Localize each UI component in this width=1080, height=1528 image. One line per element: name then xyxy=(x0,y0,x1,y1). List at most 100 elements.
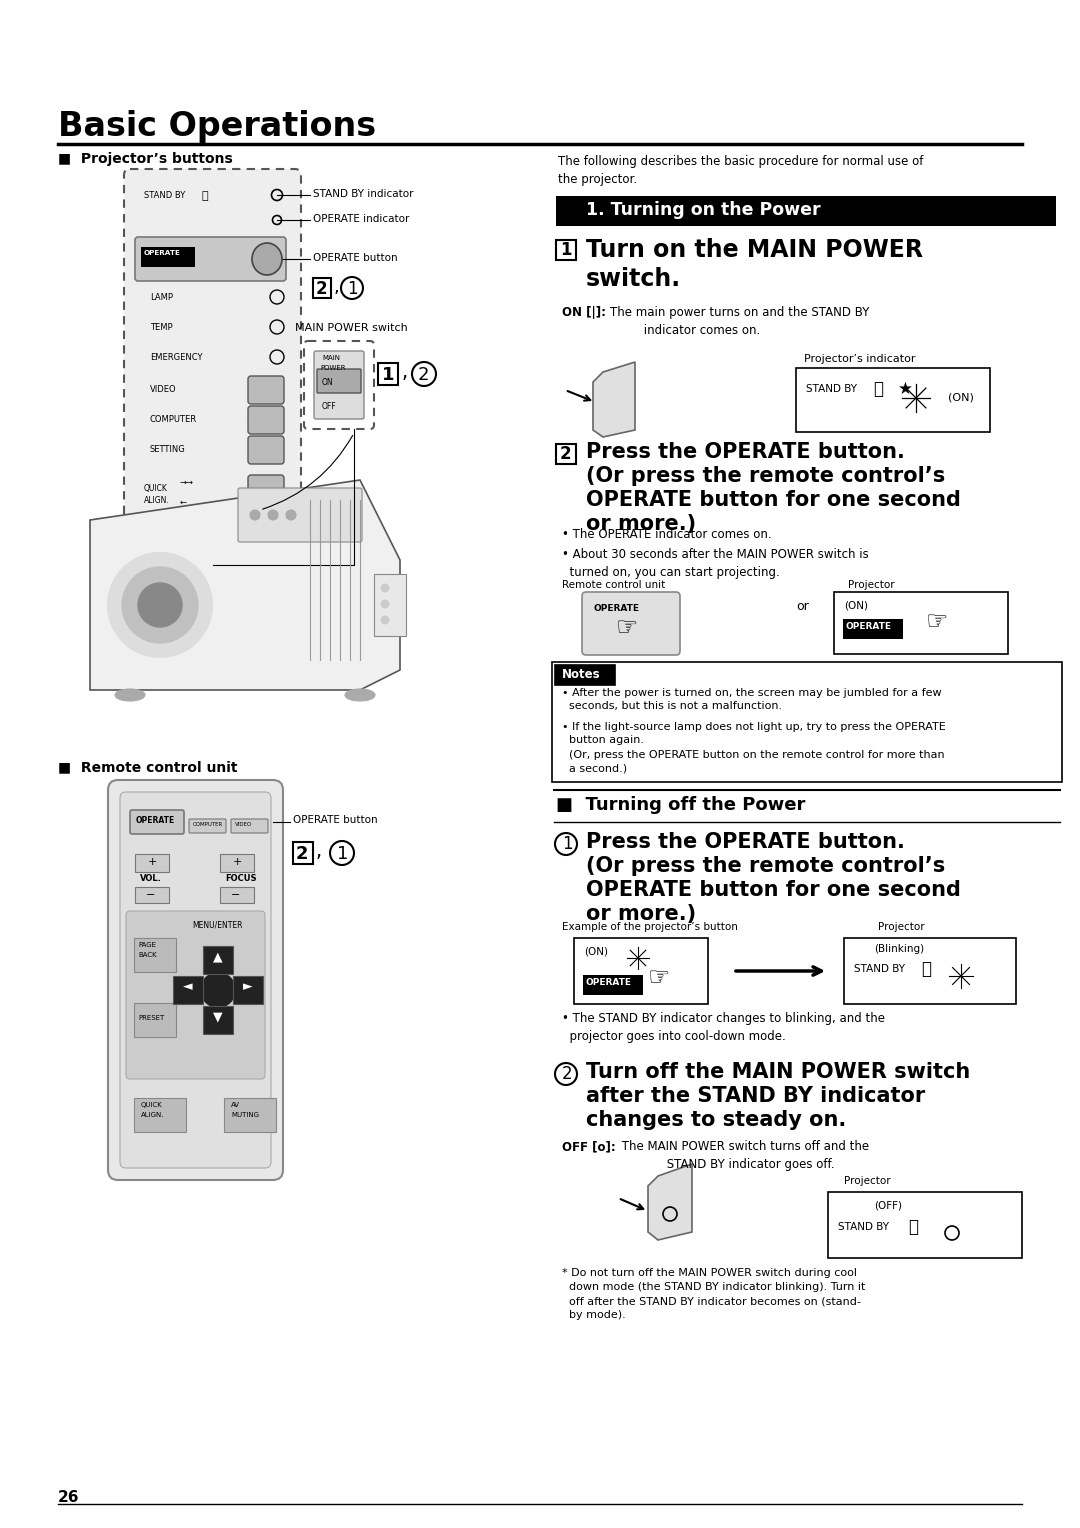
Text: ☞: ☞ xyxy=(926,610,948,634)
Circle shape xyxy=(249,510,260,520)
FancyBboxPatch shape xyxy=(134,938,176,972)
Text: VIDEO: VIDEO xyxy=(150,385,177,394)
Text: ★: ★ xyxy=(897,380,913,397)
Text: →→: →→ xyxy=(180,478,194,487)
FancyBboxPatch shape xyxy=(313,278,330,298)
Text: AV
MUTING: AV MUTING xyxy=(231,1102,259,1118)
Circle shape xyxy=(268,510,278,520)
FancyBboxPatch shape xyxy=(124,170,301,521)
Text: VOL.: VOL. xyxy=(140,874,162,883)
Text: OFF: OFF xyxy=(322,402,337,411)
Text: ▼: ▼ xyxy=(213,1010,222,1024)
FancyBboxPatch shape xyxy=(224,1099,276,1132)
Text: OPERATE: OPERATE xyxy=(136,816,175,825)
FancyBboxPatch shape xyxy=(203,946,233,973)
FancyBboxPatch shape xyxy=(108,779,283,1180)
Text: FOCUS: FOCUS xyxy=(225,874,257,883)
Text: OFF [o]:: OFF [o]: xyxy=(562,1140,616,1154)
Text: ALIGN.: ALIGN. xyxy=(144,497,170,504)
Text: Basic Operations: Basic Operations xyxy=(58,110,376,144)
Text: SETTING: SETTING xyxy=(150,446,186,454)
Ellipse shape xyxy=(252,243,282,275)
FancyBboxPatch shape xyxy=(248,495,284,518)
FancyBboxPatch shape xyxy=(796,368,990,432)
Text: ,: , xyxy=(316,842,322,860)
Text: 2: 2 xyxy=(418,367,430,384)
Text: ■  Remote control unit: ■ Remote control unit xyxy=(58,759,238,775)
Text: 1: 1 xyxy=(382,367,394,384)
FancyBboxPatch shape xyxy=(378,364,399,385)
Text: ON: ON xyxy=(322,377,334,387)
Text: ⏻: ⏻ xyxy=(873,380,883,397)
FancyBboxPatch shape xyxy=(248,406,284,434)
FancyBboxPatch shape xyxy=(556,240,576,260)
Text: • If the light-source lamp does not light up, try to press the OPERATE
  button : • If the light-source lamp does not ligh… xyxy=(562,723,946,746)
Text: ☞: ☞ xyxy=(648,966,671,990)
Text: Projector: Projector xyxy=(878,921,924,932)
Text: ⏻: ⏻ xyxy=(908,1218,918,1236)
FancyBboxPatch shape xyxy=(556,445,576,465)
Text: Turn off the MAIN POWER switch
after the STAND BY indicator
changes to steady on: Turn off the MAIN POWER switch after the… xyxy=(586,1062,970,1131)
Text: BACK: BACK xyxy=(138,952,157,958)
Polygon shape xyxy=(90,480,400,691)
FancyBboxPatch shape xyxy=(582,591,680,656)
FancyBboxPatch shape xyxy=(843,938,1016,1004)
Text: OPERATE: OPERATE xyxy=(144,251,180,257)
FancyBboxPatch shape xyxy=(555,665,615,685)
FancyBboxPatch shape xyxy=(203,1005,233,1034)
Text: Example of the projector’s button: Example of the projector’s button xyxy=(562,921,738,932)
Text: • About 30 seconds after the MAIN POWER switch is
  turned on, you can start pro: • About 30 seconds after the MAIN POWER … xyxy=(562,549,868,579)
Text: 2: 2 xyxy=(296,845,309,863)
Text: PAGE: PAGE xyxy=(138,941,156,947)
Text: 1: 1 xyxy=(347,280,357,298)
FancyBboxPatch shape xyxy=(828,1192,1022,1258)
Text: (ON): (ON) xyxy=(948,393,974,402)
Text: (Or, press the OPERATE button on the remote control for more than
  a second.): (Or, press the OPERATE button on the rem… xyxy=(562,750,945,773)
Text: OPERATE button: OPERATE button xyxy=(313,254,397,263)
Text: −: − xyxy=(231,889,241,900)
Text: The main power turns on and the STAND BY
         indicator comes on.: The main power turns on and the STAND BY… xyxy=(610,306,869,338)
Text: • The STAND BY indicator changes to blinking, and the
  projector goes into cool: • The STAND BY indicator changes to blin… xyxy=(562,1012,885,1044)
FancyBboxPatch shape xyxy=(220,886,254,903)
Text: • After the power is turned on, the screen may be jumbled for a few
  seconds, b: • After the power is turned on, the scre… xyxy=(562,688,942,711)
FancyBboxPatch shape xyxy=(126,911,265,1079)
Text: OPERATE: OPERATE xyxy=(594,604,640,613)
FancyBboxPatch shape xyxy=(135,237,286,281)
Text: (OFF): (OFF) xyxy=(874,1199,902,1210)
Circle shape xyxy=(381,601,389,608)
Text: Projector’s indicator: Projector’s indicator xyxy=(804,354,916,364)
Text: 2: 2 xyxy=(316,280,327,298)
FancyBboxPatch shape xyxy=(314,351,364,419)
Text: +: + xyxy=(148,857,158,866)
Text: Press the OPERATE button.
(Or press the remote control’s
OPERATE button for one : Press the OPERATE button. (Or press the … xyxy=(586,833,961,924)
Text: Projector: Projector xyxy=(848,581,894,590)
Text: Notes: Notes xyxy=(562,668,600,681)
Circle shape xyxy=(122,567,198,643)
FancyBboxPatch shape xyxy=(189,819,226,833)
Circle shape xyxy=(286,510,296,520)
Text: MENU/ENTER: MENU/ENTER xyxy=(192,920,243,929)
Text: 1: 1 xyxy=(337,845,349,863)
Text: OPERATE button: OPERATE button xyxy=(293,814,378,825)
Text: 2: 2 xyxy=(562,1065,572,1083)
FancyBboxPatch shape xyxy=(134,1002,176,1038)
Circle shape xyxy=(108,553,212,657)
Text: The MAIN POWER switch turns off and the
             STAND BY indicator goes off: The MAIN POWER switch turns off and the … xyxy=(618,1140,869,1170)
Text: QUICK: QUICK xyxy=(144,484,167,494)
FancyBboxPatch shape xyxy=(220,854,254,872)
Text: COMPUTER: COMPUTER xyxy=(193,822,224,827)
FancyBboxPatch shape xyxy=(318,368,361,393)
FancyBboxPatch shape xyxy=(843,619,903,639)
FancyBboxPatch shape xyxy=(233,976,264,1004)
Text: QUICK
ALIGN.: QUICK ALIGN. xyxy=(141,1102,164,1118)
Text: ▲: ▲ xyxy=(213,950,222,963)
FancyBboxPatch shape xyxy=(248,376,284,403)
Circle shape xyxy=(381,584,389,591)
Text: STAND BY: STAND BY xyxy=(144,191,186,200)
Text: STAND BY: STAND BY xyxy=(806,384,858,394)
Text: (ON): (ON) xyxy=(584,946,608,957)
Text: 1: 1 xyxy=(562,834,572,853)
Text: PRESET: PRESET xyxy=(138,1015,164,1021)
FancyBboxPatch shape xyxy=(552,662,1062,782)
Text: +: + xyxy=(233,857,242,866)
